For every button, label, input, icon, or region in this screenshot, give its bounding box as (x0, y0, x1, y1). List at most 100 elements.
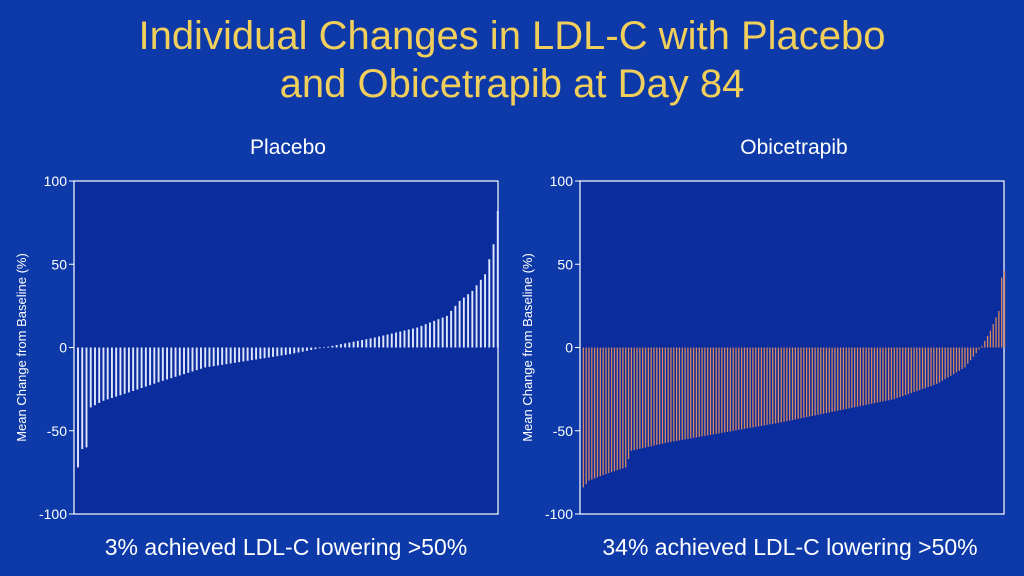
obicetrapib-bar (675, 347, 678, 441)
obicetrapib-bar (825, 347, 828, 414)
placebo-bar (200, 347, 202, 369)
placebo-bar (462, 297, 465, 348)
obicetrapib-bar (989, 330, 992, 348)
placebo-bar (212, 347, 215, 367)
placebo-bar (348, 342, 351, 348)
placebo-bar (267, 347, 270, 358)
obicetrapib-y-tick-label: 0 (565, 340, 573, 356)
obicetrapib-bar (856, 347, 859, 407)
obicetrapib-bar (828, 347, 830, 413)
placebo-bar (77, 347, 79, 468)
placebo-bar (420, 325, 423, 348)
obicetrapib-bar (862, 347, 864, 406)
obicetrapib-bar (608, 347, 610, 474)
obicetrapib-bar (871, 347, 873, 404)
obicetrapib-bar (673, 347, 675, 442)
placebo-bar (365, 339, 368, 348)
obicetrapib-bar (910, 347, 912, 394)
obicetrapib-bar (769, 347, 771, 425)
placebo-bar (416, 327, 419, 348)
placebo-bar (356, 340, 359, 348)
obicetrapib-bar (950, 347, 952, 376)
obicetrapib-bar (707, 347, 709, 436)
obicetrapib-bar (780, 347, 782, 423)
placebo-bar (98, 347, 101, 403)
placebo-bar (166, 347, 169, 380)
obicetrapib-bar (879, 347, 881, 403)
obicetrapib-bar (766, 347, 768, 425)
placebo-bar (335, 345, 338, 348)
placebo-bar (280, 347, 283, 356)
obicetrapib-bar (752, 347, 754, 428)
obicetrapib-bar (904, 347, 907, 396)
obicetrapib-bar (591, 347, 593, 480)
placebo-bar (161, 347, 164, 381)
obicetrapib-bar (890, 347, 893, 400)
obicetrapib-bar (687, 347, 689, 439)
obicetrapib-bar (851, 347, 853, 408)
placebo-bar (441, 317, 444, 348)
obicetrapib-bar (800, 347, 802, 419)
obicetrapib-bar (887, 347, 890, 401)
obicetrapib-bar (984, 340, 986, 348)
obicetrapib-bar (729, 347, 731, 432)
placebo-bar (454, 305, 457, 348)
placebo-bar (293, 347, 296, 354)
obicetrapib-bar (715, 347, 717, 434)
obicetrapib-bar (647, 347, 649, 447)
obicetrapib-bar (820, 347, 822, 415)
obicetrapib-bar (690, 347, 692, 439)
placebo-bar (475, 285, 478, 348)
obicetrapib-bar (741, 347, 743, 430)
obicetrapib-bar (749, 347, 751, 428)
placebo-annotation: 3% achieved LDL-C lowering >50% (104, 534, 468, 560)
obicetrapib-bar (806, 347, 808, 418)
obicetrapib-bar (995, 317, 997, 348)
obicetrapib-bar (610, 347, 613, 473)
obicetrapib-bar (639, 347, 641, 449)
placebo-bar (310, 347, 313, 350)
placebo-bar (233, 347, 236, 363)
placebo-bar (378, 336, 381, 348)
placebo-y-tick-label: -50 (47, 423, 67, 439)
placebo-bar (395, 332, 397, 348)
obicetrapib-bar (978, 347, 980, 350)
obicetrapib-bar (712, 347, 714, 435)
placebo-bar (327, 346, 330, 348)
obicetrapib-bar (803, 347, 805, 418)
obicetrapib-bar (986, 335, 989, 348)
obicetrapib-y-axis-label: Mean Change from Baseline (%) (520, 253, 535, 442)
obicetrapib-bar (822, 347, 825, 414)
placebo-bar (471, 290, 474, 348)
placebo-bar (132, 347, 135, 391)
placebo-bar (123, 347, 126, 394)
placebo-bar (144, 347, 147, 387)
obicetrapib-bar (633, 347, 635, 451)
placebo-bar (191, 347, 194, 372)
placebo-bar (458, 300, 461, 348)
obicetrapib-bar (927, 347, 929, 388)
placebo-bar (136, 347, 139, 390)
obicetrapib-annotation: 34% achieved LDL-C lowering >50% (602, 534, 978, 560)
obicetrapib-bar (738, 347, 740, 430)
obicetrapib-bar (797, 347, 799, 419)
placebo-bar (110, 347, 113, 398)
placebo-bar (301, 347, 304, 352)
placebo-bar (140, 347, 143, 389)
placebo-bar (115, 347, 118, 397)
obicetrapib-bar (602, 347, 604, 476)
obicetrapib-bar (777, 347, 780, 423)
obicetrapib-bar (958, 347, 960, 371)
obicetrapib-bar (924, 347, 926, 389)
obicetrapib-bar (831, 347, 833, 412)
obicetrapib-bar (930, 347, 932, 387)
obicetrapib-bar (755, 347, 757, 427)
obicetrapib-bar (848, 347, 850, 409)
obicetrapib-bar (721, 347, 723, 433)
obicetrapib-bar (919, 347, 921, 391)
placebo-bar (390, 333, 393, 348)
placebo-bar (187, 347, 190, 373)
obicetrapib-bar (981, 345, 983, 348)
placebo-bar (373, 337, 376, 348)
obicetrapib-bar (902, 347, 904, 397)
